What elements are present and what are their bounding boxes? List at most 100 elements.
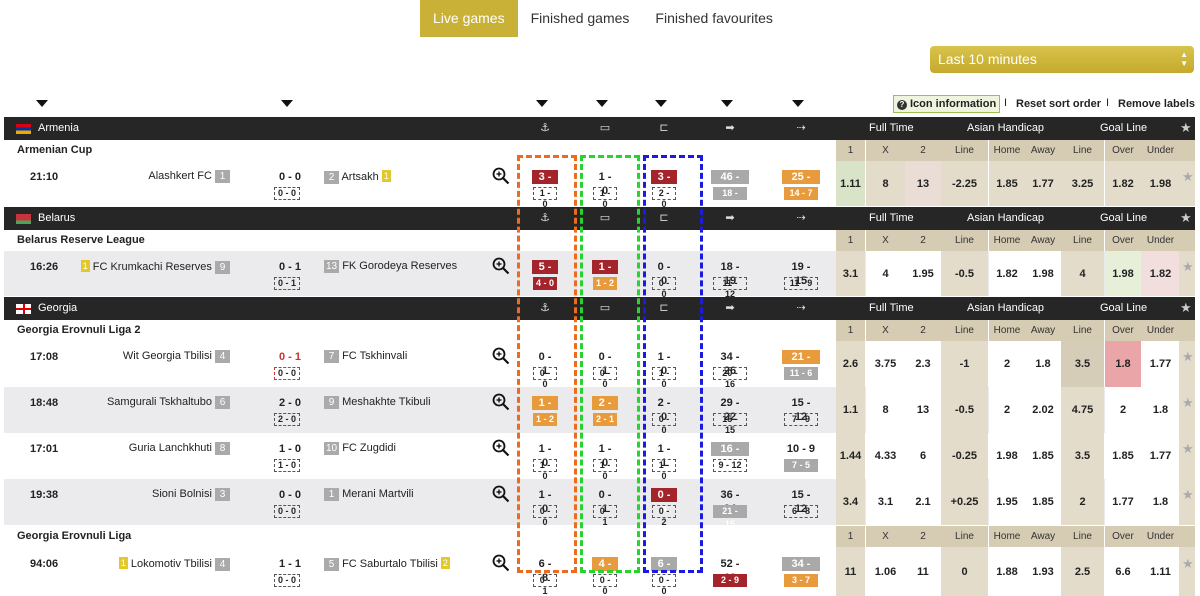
favourite-star-icon[interactable]: ★ [1182,487,1194,502]
favourite-star-icon[interactable]: ★ [1180,300,1192,315]
odds-value[interactable]: 1.8 [1025,341,1061,387]
odds-value[interactable]: 2.1 [905,479,941,525]
odds-value[interactable]: -0.5 [941,251,988,296]
odds-value[interactable]: 1.77 [1025,161,1061,206]
odds-value[interactable]: 4 [1061,251,1104,296]
zoom-icon[interactable] [492,485,510,503]
favourite-star-icon[interactable]: ★ [1182,169,1194,184]
odds-value[interactable]: 3.25 [1061,161,1104,206]
home-team[interactable]: 1 FC Krumkachi Reserves 9 [80,260,230,274]
zoom-icon[interactable] [492,393,510,411]
odds-value[interactable]: 1.82 [1105,161,1141,206]
odds-value[interactable]: 1.11 [836,161,865,206]
favourite-star-icon[interactable]: ★ [1180,210,1192,225]
zoom-icon[interactable] [492,257,510,275]
odds-value[interactable]: 1.85 [1025,433,1061,479]
sort-stat2-arrow-icon[interactable] [596,100,608,107]
odds-value[interactable]: 1.85 [1025,479,1061,525]
odds-value[interactable]: 2.3 [905,341,941,387]
sort-score-arrow-icon[interactable] [281,100,293,107]
away-team[interactable]: 13 FK Gorodeya Reserves [324,260,457,273]
odds-value[interactable]: 1.95 [905,251,941,296]
odds-value[interactable]: 1.44 [836,433,865,479]
sort-stat4-arrow-icon[interactable] [721,100,733,107]
odds-value[interactable]: 1.82 [1141,251,1180,296]
away-team[interactable]: 7 FC Tskhinvali [324,350,407,363]
away-team[interactable]: 5 FC Saburtalo Tbilisi 2 [324,557,450,571]
odds-value[interactable]: 1.8 [1105,341,1141,387]
odds-value[interactable]: +0.25 [941,479,988,525]
odds-value[interactable]: 1.98 [1141,161,1180,206]
odds-value[interactable]: 4.33 [866,433,905,479]
odds-value[interactable]: 3.1 [866,479,905,525]
odds-value[interactable]: 2 [1105,387,1141,433]
sort-time-arrow-icon[interactable] [36,100,48,107]
sort-stat3-arrow-icon[interactable] [655,100,667,107]
odds-value[interactable]: 1.77 [1105,479,1141,525]
tab-finished-favourites[interactable]: Finished favourites [655,10,773,26]
zoom-icon[interactable] [492,347,510,365]
odds-value[interactable]: 1.06 [866,547,905,596]
odds-value[interactable]: 1.8 [1141,479,1180,525]
match-row[interactable]: 21:10 Alashkert FC 1 0 - 0 0 - 0 2 Artsakh 1… [4,161,1195,211]
match-row[interactable]: 19:38 Sioni Bolnisi 3 0 - 0 0 - 0 1 Merani M… [4,479,1195,529]
odds-value[interactable]: 2.5 [1061,547,1104,596]
odds-value[interactable]: 1.77 [1141,433,1180,479]
favourite-star-icon[interactable]: ★ [1182,441,1194,456]
odds-value[interactable]: 1.85 [1105,433,1141,479]
home-team[interactable]: Wit Georgia Tbilisi 4 [123,350,230,363]
icon-information-button[interactable]: ? Icon information [893,95,1001,113]
odds-value[interactable]: -2.25 [941,161,988,206]
odds-value[interactable]: 8 [866,161,905,206]
sort-stat1-arrow-icon[interactable] [536,100,548,107]
home-team[interactable]: Alashkert FC 1 [148,170,230,183]
odds-value[interactable]: 2 [989,341,1025,387]
odds-value[interactable]: 11 [905,547,941,596]
sort-stat5-arrow-icon[interactable] [792,100,804,107]
favourite-star-icon[interactable]: ★ [1182,556,1194,571]
odds-value[interactable]: 1.98 [1025,251,1061,296]
odds-value[interactable]: 4.75 [1061,387,1104,433]
match-row[interactable]: 94:06 1 Lokomotiv Tbilisi 4 1 - 1 0 - 0 5 FC… [4,547,1195,596]
odds-value[interactable]: 6.6 [1105,547,1141,596]
odds-value[interactable]: -0.5 [941,387,988,433]
odds-value[interactable]: 1.98 [989,433,1025,479]
odds-value[interactable]: -0.25 [941,433,988,479]
away-team[interactable]: 2 Artsakh 1 [324,170,391,184]
home-team[interactable]: 1 Lokomotiv Tbilisi 4 [118,557,230,571]
match-row[interactable]: 16:26 1 FC Krumkachi Reserves 9 0 - 1 0 - 1… [4,251,1195,299]
odds-value[interactable]: 1.8 [1141,387,1180,433]
odds-value[interactable]: 13 [905,161,941,206]
odds-value[interactable]: 0 [941,547,988,596]
home-team[interactable]: Guria Lanchkhuti 8 [129,442,230,455]
zoom-icon[interactable] [492,167,510,185]
odds-value[interactable]: 1.88 [989,547,1025,596]
odds-value[interactable]: 3.5 [1061,341,1104,387]
favourite-star-icon[interactable]: ★ [1182,349,1194,364]
odds-value[interactable]: 3.4 [836,479,865,525]
odds-value[interactable]: 2 [1061,479,1104,525]
odds-value[interactable]: 1.98 [1105,251,1141,296]
odds-value[interactable]: 1.11 [1141,547,1180,596]
favourite-star-icon[interactable]: ★ [1182,395,1194,410]
remove-labels-link[interactable]: Remove labels [1118,98,1196,110]
odds-value[interactable]: 3.75 [866,341,905,387]
odds-value[interactable]: -1 [941,341,988,387]
odds-value[interactable]: 1.82 [989,251,1025,296]
odds-value[interactable]: 13 [905,387,941,433]
zoom-icon[interactable] [492,554,510,572]
odds-value[interactable]: 3.1 [836,251,865,296]
odds-value[interactable]: 1.85 [989,161,1025,206]
favourite-star-icon[interactable]: ★ [1182,259,1194,274]
odds-value[interactable]: 1.95 [989,479,1025,525]
favourite-star-icon[interactable]: ★ [1180,120,1192,135]
away-team[interactable]: 10 FC Zugdidi [324,442,396,455]
odds-value[interactable]: 8 [866,387,905,433]
odds-value[interactable]: 3.5 [1061,433,1104,479]
away-team[interactable]: 1 Merani Martvili [324,488,414,501]
reset-sort-order-link[interactable]: Reset sort order [1016,98,1101,110]
odds-value[interactable]: 2.6 [836,341,865,387]
time-filter-select[interactable]: Last 10 minutes ▲ ▼ [930,46,1194,73]
